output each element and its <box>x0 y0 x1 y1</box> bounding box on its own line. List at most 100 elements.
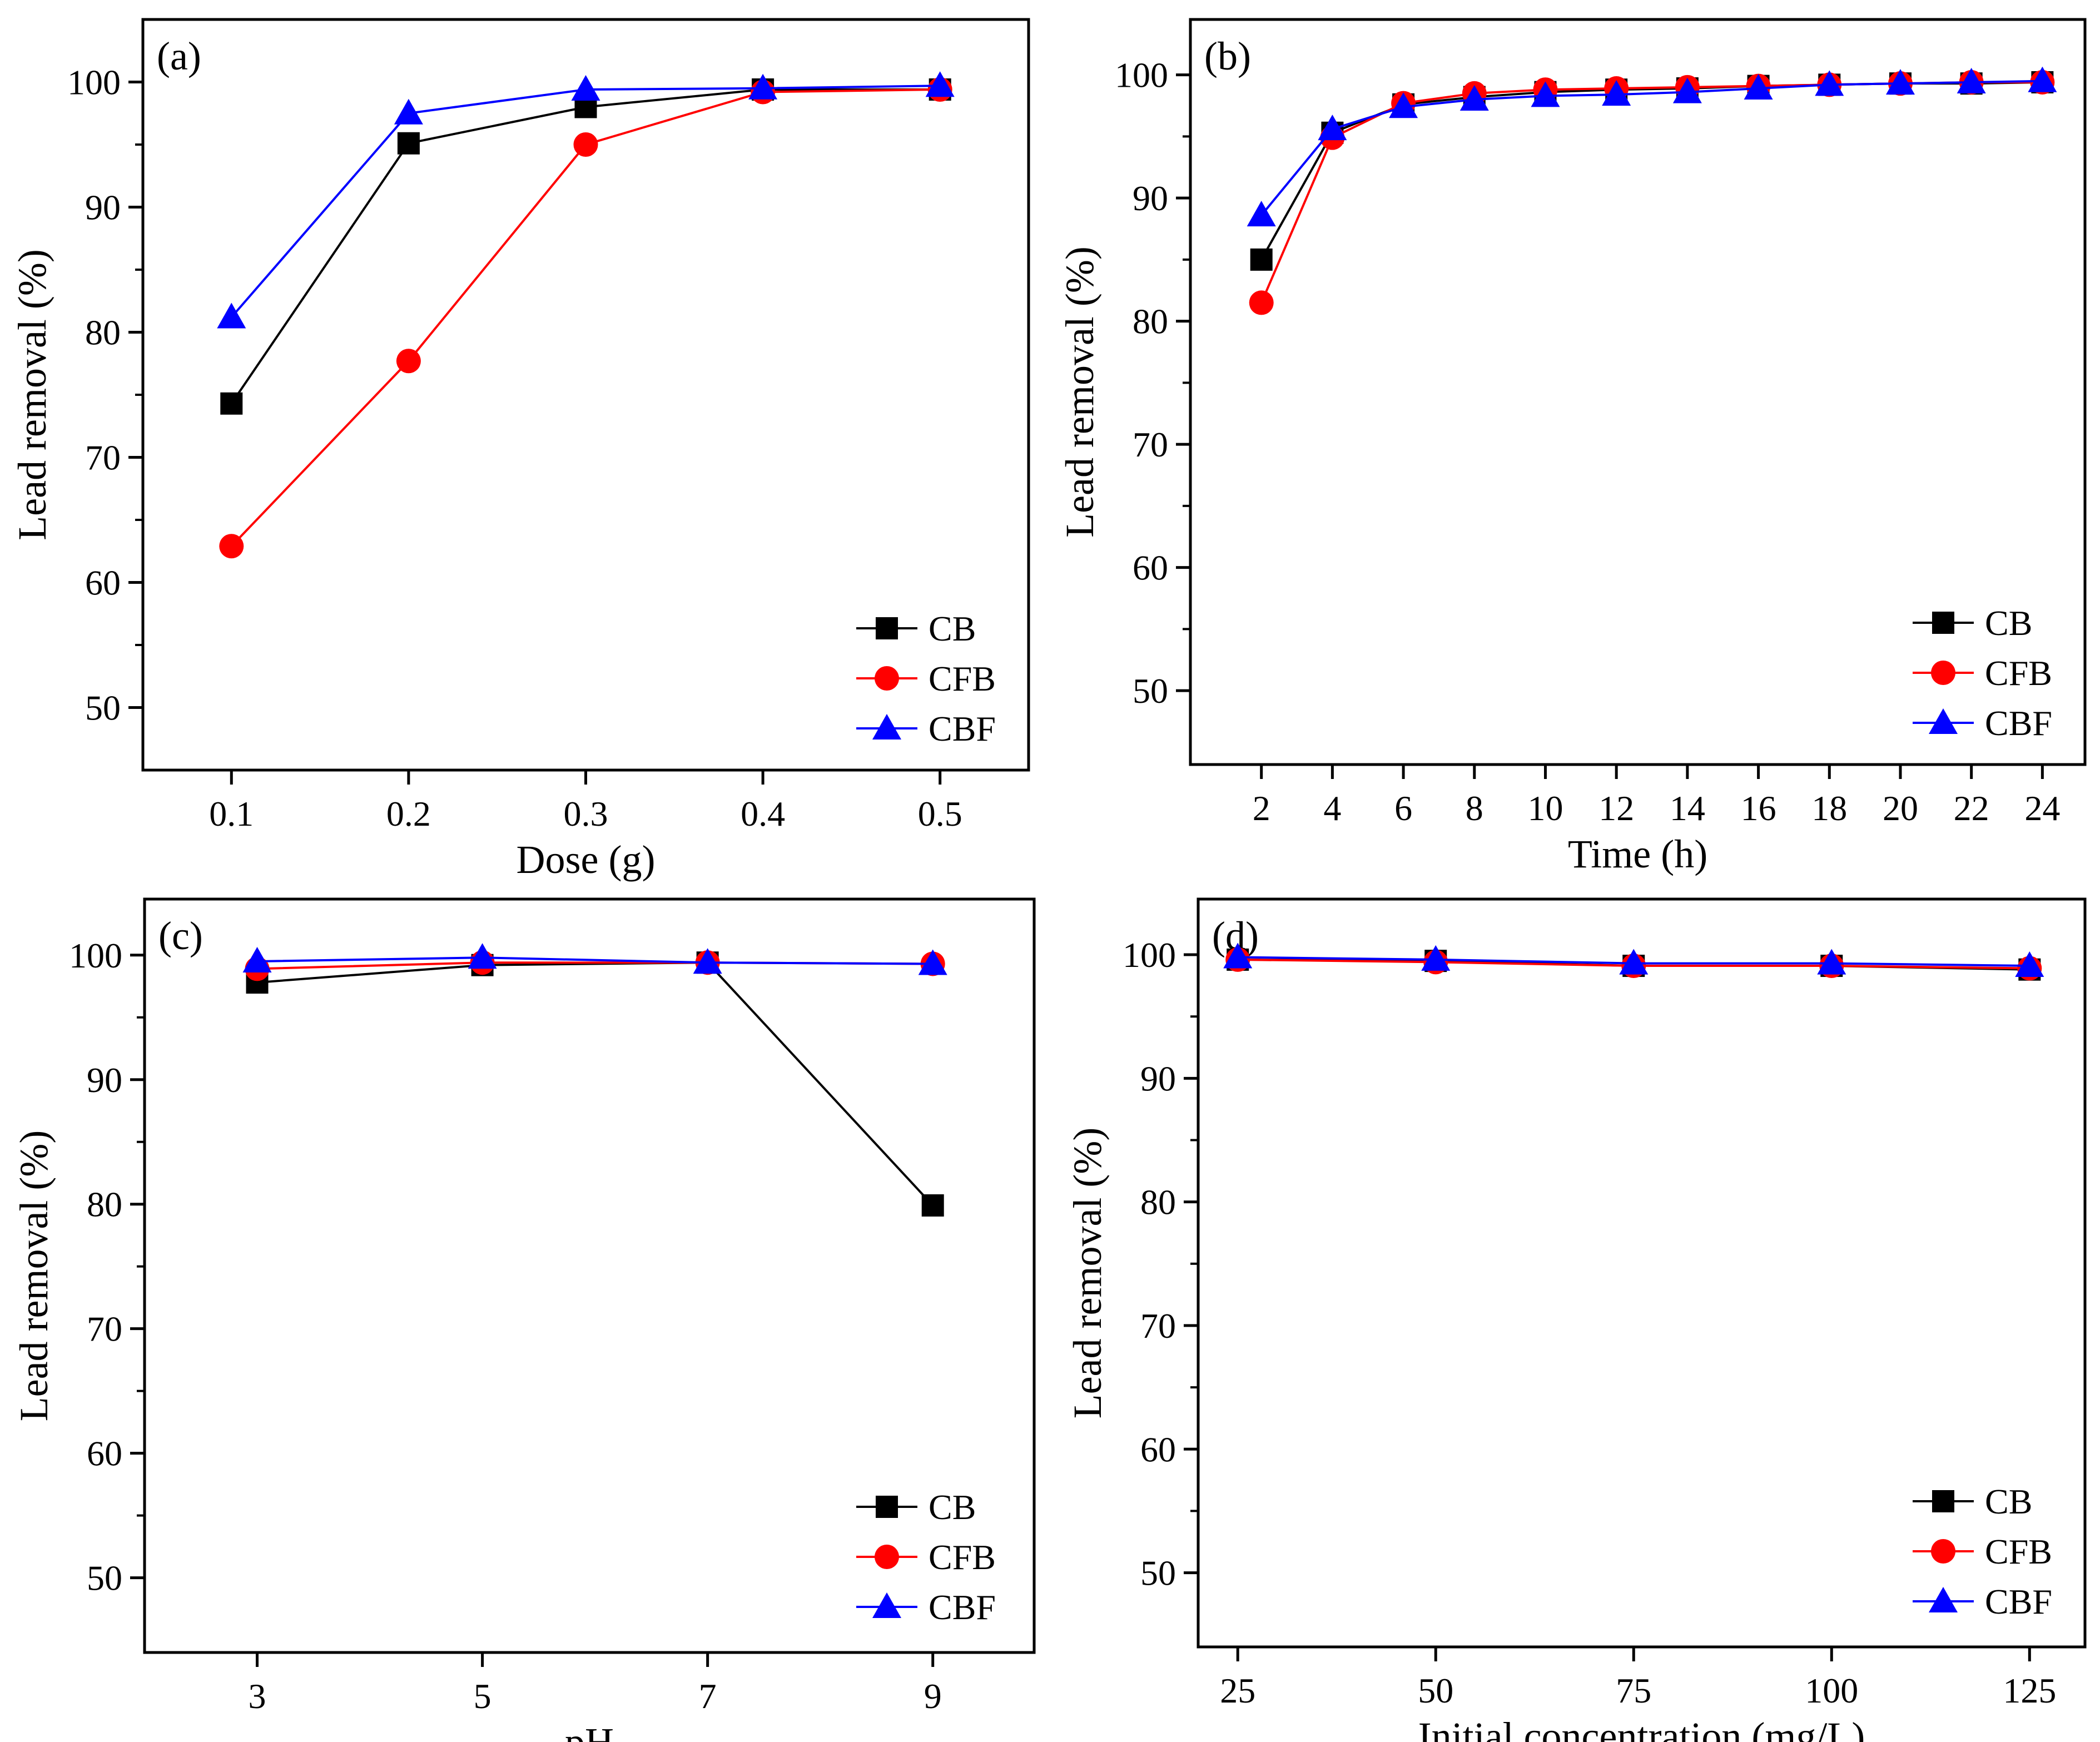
data-point-cbf <box>1619 949 1649 975</box>
y-tick-label: 90 <box>85 188 121 227</box>
data-point-cbf <box>1885 69 1915 95</box>
legend-label-cfb: CFB <box>1985 653 2052 693</box>
legend-label-cfb: CFB <box>929 659 996 698</box>
x-tick-label: 7 <box>699 1676 717 1716</box>
legend: CB CFB CBF <box>1913 1482 2052 1621</box>
x-tick-label: 16 <box>1741 788 1776 828</box>
y-tick-label: 50 <box>85 688 121 728</box>
y-tick-label: 60 <box>1133 548 1168 588</box>
data-point-cbf <box>2015 951 2044 977</box>
x-tick-label: 125 <box>2003 1671 2056 1710</box>
panel-tag: (a) <box>157 34 201 78</box>
data-point-cbf <box>1421 945 1451 971</box>
legend-marker-cfb <box>1931 661 1955 685</box>
y-tick-label: 50 <box>1140 1554 1176 1593</box>
y-tick-label: 70 <box>85 438 121 478</box>
legend-marker-cfb <box>875 666 899 691</box>
data-point-cbf <box>1389 92 1418 118</box>
x-tick-label: 24 <box>2024 788 2060 828</box>
x-tick-label: 0.3 <box>564 794 608 833</box>
legend: CB CFB CBF <box>1913 603 2052 743</box>
data-point-cb <box>1250 248 1273 271</box>
legend-marker-cbf <box>872 1592 901 1618</box>
data-point-cbf <box>242 946 272 972</box>
x-tick-label: 0.1 <box>209 794 254 833</box>
data-point-cbf <box>394 98 423 125</box>
data-point-cbf <box>1744 74 1773 100</box>
y-tick-label: 70 <box>1133 425 1168 464</box>
series-line-cb <box>1260 81 2043 260</box>
y-tick-label: 80 <box>87 1185 122 1224</box>
y-tick-label: 80 <box>1140 1183 1176 1222</box>
data-point-cbf <box>2028 66 2057 92</box>
x-tick-label: 0.4 <box>741 794 785 833</box>
data-point-cbf <box>693 948 722 974</box>
x-tick-label: 6 <box>1394 788 1412 828</box>
x-tick-label: 8 <box>1466 788 1483 828</box>
y-tick-label: 70 <box>1140 1306 1176 1346</box>
data-point-cbf <box>918 949 947 975</box>
legend-marker-cb <box>876 1496 898 1518</box>
legend-marker-cb <box>1932 1490 1954 1512</box>
chart-panel-a: 50 60 70 80 90 100 0.1 0.2 0.3 0.4 0.5 Dose (g) Lead… <box>10 18 1030 882</box>
data-point-cbf <box>468 943 497 969</box>
data-point-cb <box>921 1194 944 1217</box>
data-point-cbf <box>748 73 778 100</box>
y-tick-label: 100 <box>69 936 122 975</box>
data-point-cbf <box>1602 80 1631 106</box>
legend-label-cbf: CBF <box>1985 703 2052 743</box>
x-tick-label: 2 <box>1253 788 1270 828</box>
series-line-cbf <box>257 956 933 965</box>
legend-marker-cbf <box>1929 1587 1958 1612</box>
y-tick-label: 60 <box>87 1434 122 1473</box>
y-tick-label: 80 <box>85 313 121 353</box>
y-axis-title: Lead removal (%) <box>10 249 54 540</box>
legend-marker-cb <box>1932 612 1954 634</box>
y-tick-label: 90 <box>1140 1059 1176 1098</box>
y-tick-label: 90 <box>87 1060 122 1100</box>
data-point-cbf <box>1815 70 1844 96</box>
data-point-cfb <box>396 349 421 374</box>
plot-frame <box>1197 897 2087 1649</box>
series-line-cb <box>257 961 934 1207</box>
panel-tag: (c) <box>158 914 203 958</box>
legend-label-cb: CB <box>929 609 976 648</box>
series-line-cbf <box>230 85 940 318</box>
y-tick-label: 50 <box>87 1559 122 1598</box>
x-tick-label: 10 <box>1527 788 1563 828</box>
x-axis-title: Initial concentration (mg/L) <box>1418 1714 1865 1742</box>
x-tick-label: 18 <box>1811 788 1847 828</box>
legend-marker-cb <box>876 617 898 639</box>
data-point-cfb <box>573 132 598 157</box>
x-tick-label: 5 <box>474 1676 492 1716</box>
legend-marker-cfb <box>1931 1539 1955 1564</box>
x-axis-title: pH <box>565 1720 614 1742</box>
data-point-cbf <box>1531 81 1560 107</box>
data-point-cfb <box>219 534 244 559</box>
x-tick-label: 50 <box>1418 1671 1453 1710</box>
legend-label-cfb: CFB <box>1985 1532 2052 1571</box>
chart-panel-d: 50 60 70 80 90 100 25 50 75 100 125 Initial concent… <box>1065 897 2087 1742</box>
x-tick-label: 0.2 <box>386 794 431 833</box>
x-axis-title: Dose (g) <box>517 837 656 882</box>
x-axis-title: Time (h) <box>1568 832 1707 876</box>
data-point-cb <box>397 132 420 155</box>
legend-label-cfb: CFB <box>929 1537 996 1577</box>
y-tick-label: 100 <box>67 63 121 102</box>
x-tick-label: 25 <box>1220 1671 1255 1710</box>
legend-marker-cfb <box>875 1545 899 1569</box>
plot-frame <box>143 897 1036 1654</box>
plot-frame <box>1189 18 2087 766</box>
y-axis-title: Lead removal (%) <box>1058 246 1102 538</box>
legend-label-cbf: CBF <box>929 709 996 748</box>
data-point-cbf <box>1957 67 1986 93</box>
y-tick-label: 70 <box>87 1309 122 1349</box>
x-tick-label: 20 <box>1883 788 1918 828</box>
y-tick-label: 60 <box>1140 1430 1176 1469</box>
legend-marker-cbf <box>872 714 901 740</box>
y-axis-title: Lead removal (%) <box>12 1130 56 1422</box>
series-line-cfb <box>230 88 940 547</box>
legend-label-cbf: CBF <box>929 1587 996 1627</box>
data-point-cbf <box>1672 77 1702 103</box>
